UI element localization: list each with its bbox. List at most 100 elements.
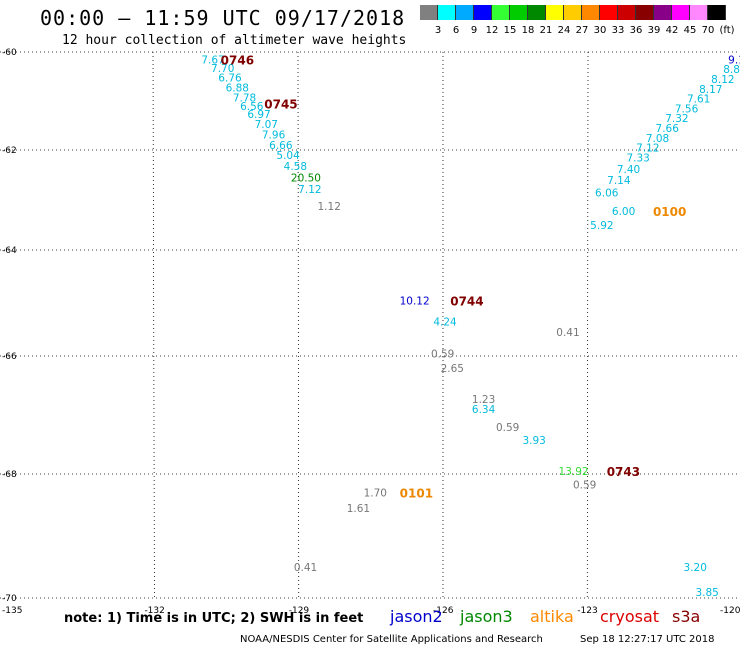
pass-time-label: 0100 [653,205,686,219]
lon-tick-label: -129 [289,606,310,616]
colorbar-label: 9 [470,25,478,36]
wave-height-value: 6.76 [218,72,242,84]
wave-height-value: 7.67 [201,54,224,66]
wave-height-value: 0.59 [431,348,454,360]
wave-height-value: 0.59 [496,422,519,434]
wave-height-value: 6.66 [269,140,293,152]
colorbar-label: 18 [521,25,535,36]
observations: 7.677.706.766.887.786.566.977.077.966.66… [201,53,740,598]
colorbar-label: 33 [611,25,625,36]
colorbar-label: 45 [683,25,697,36]
colorbar-swatch [582,5,600,20]
colorbar-swatch [546,5,564,20]
colorbar-swatch [492,5,510,20]
wave-height-value: 1.61 [347,503,370,515]
colorbar-swatch [564,5,582,20]
tick-labels: -60 -62 -64 -66 -68 -70 -135 -132 -129 -126 -123 -1… [2,48,740,616]
wave-height-value: 20.50 [291,173,321,185]
lat-tick-label: -68 [2,470,17,480]
pass-time-label: 0746 [221,53,254,67]
colorbar-swatch [438,5,456,20]
wave-height-value: 7.07 [255,119,278,131]
wave-height-value: 13.92 [559,466,589,478]
wave-height-value: 6.34 [472,404,496,416]
wave-height-value: 4.24 [433,317,457,329]
wave-height-value: 6.56 [240,101,264,113]
colorbar-label: 30 [593,25,607,36]
colorbar-label: 27 [575,25,589,36]
wave-height-value: 3.20 [684,562,707,574]
wave-height-value: 0.41 [294,562,317,574]
wave-height-value: 0.59 [573,480,596,492]
colorbar-label: 15 [503,25,517,36]
lat-tick-label: -64 [2,246,17,256]
wave-height-value: 6.88 [226,82,249,94]
lon-tick-label: -126 [433,606,454,616]
wave-height-value: 4.58 [284,161,307,173]
colorbar-label: 6 [452,25,460,36]
wave-height-value: 7.96 [262,129,286,141]
colorbar-swatch [600,5,618,20]
wave-height-value: 1.70 [364,488,387,500]
note-text: note: 1) Time is in UTC; 2) SWH is in fe… [64,611,364,626]
wave-height-value: 7.12 [636,143,659,155]
colorbar-label: 39 [647,25,661,36]
wave-height-value: 9.1 [728,54,740,66]
wave-height-value: 7.66 [656,123,680,135]
colorbar-label: 70 [701,25,715,36]
wave-height-value: 8.80 [723,64,740,76]
colorbar-swatch [636,5,654,20]
colorbar-label: 42 [665,25,679,36]
pass-time-label: 0745 [264,97,297,111]
colorbar-swatch [474,5,492,20]
wave-height-value: 8.17 [699,84,722,96]
colorbar-swatch [708,5,726,20]
colorbar-label: 3 [434,25,442,36]
wave-height-value: 7.61 [687,94,710,106]
lon-tick-label: -123 [577,606,597,616]
wave-height-value: 6.00 [612,206,635,218]
pass-time-label: 0743 [607,465,640,479]
lon-gridline [297,51,300,599]
wave-height-value: 6.06 [595,188,619,200]
colorbar-label: 21 [539,25,553,36]
lat-tick-label: -66 [2,352,17,362]
footer-credit: NOAA/NESDIS Center for Satellite Applica… [240,634,543,645]
colorbar-swatch [420,5,438,20]
lon-tick-label: -135 [2,606,22,616]
lat-tick-label: -60 [2,48,17,58]
wave-height-value: 7.08 [646,133,669,145]
page-subtitle: 12 hour collection of altimeter wave hei… [62,33,407,48]
colorbar-swatch [456,5,474,20]
colorbar-swatch [618,5,636,20]
gridlines [0,51,740,599]
colorbar-label: 24 [557,25,571,36]
colorbar-swatch [528,5,546,20]
wave-height-value: 1.23 [472,394,495,406]
legend-cryosat: cryosat [600,607,660,626]
colorbar-swatch [690,5,708,20]
wave-height-value: 5.04 [276,150,300,162]
pass-time-label: 0744 [450,294,483,308]
pass-time-label: 0101 [400,487,433,501]
wave-height-value: 10.12 [400,295,430,307]
lat-tick-label: -70 [2,594,17,604]
wave-height-value: 2.65 [441,363,464,375]
colorbar-label: 12 [485,25,499,36]
legend-altika: altika [530,607,574,626]
wave-height-value: 7.12 [298,184,321,196]
wave-height-value: 6.97 [247,109,270,121]
wave-height-value: 7.70 [211,63,234,75]
footer-timestamp: Sep 18 12:27:17 UTC 2018 [580,634,715,645]
wave-height-value: 5.92 [590,220,613,232]
wave-height-value: 7.78 [233,93,256,105]
colorbar-label: 36 [629,25,643,36]
wave-height-value: 1.12 [318,201,341,213]
lon-gridline [586,51,589,599]
legend-jason2: jason2 [390,607,443,626]
wave-height-value: 8.12 [711,74,734,86]
wave-height-value: 3.93 [522,435,545,447]
colorbar-swatch [654,5,672,20]
lat-tick-label: -62 [2,146,17,156]
